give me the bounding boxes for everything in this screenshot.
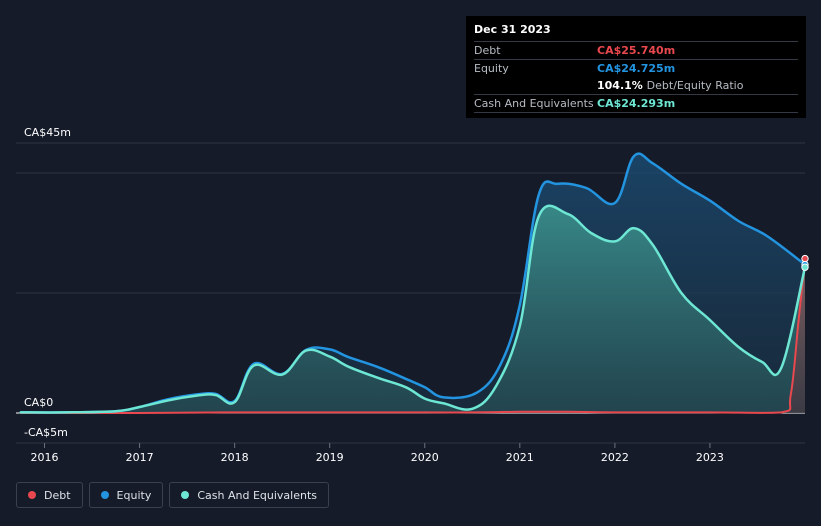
tooltip-row-debt: Debt CA$25.740m [474,42,798,60]
x-tick-label: 2019 [316,451,344,464]
tooltip-date: Dec 31 2023 [474,23,798,42]
x-tick-label: 2023 [696,451,724,464]
cash-end-marker [801,263,809,271]
tooltip-panel: Dec 31 2023 Debt CA$25.740m Equity CA$24… [466,16,806,118]
cash-area [20,205,806,413]
legend-label: Equity [116,488,152,502]
tooltip-cash-value: CA$24.293m [597,97,676,110]
end-markers [801,254,809,271]
debt-dot-icon [28,491,36,499]
legend: Debt Equity Cash And Equivalents [16,482,329,508]
y-tick-label: -CA$5m [24,426,68,439]
debt-end-marker [801,254,809,263]
tooltip-label [474,77,597,94]
tooltip-ratio-value: 104.1% Debt/Equity Ratio [597,77,743,94]
x-tick-label: 2017 [126,451,154,464]
x-tick-label: 2018 [221,451,249,464]
tooltip-row-equity: Equity CA$24.725m [474,60,798,77]
ratio-number: 104.1% [597,79,643,92]
tooltip-label: Equity [474,62,509,75]
x-tick-label: 2022 [601,451,629,464]
debt-line [19,257,806,415]
legend-item-cash[interactable]: Cash And Equivalents [169,482,329,508]
legend-label: Debt [44,488,71,502]
legend-item-equity[interactable]: Equity [88,482,164,508]
cash-line [19,204,807,414]
y-axis-labels: CA$45m CA$0 -CA$5m [24,126,71,439]
area-fills [20,153,806,414]
x-axis-labels: 2016 2017 2018 2019 2020 2021 2022 2023 [31,443,724,464]
ratio-caption: Debt/Equity Ratio [646,79,744,92]
x-tick-label: 2021 [506,451,534,464]
y-tick-label: CA$0 [24,396,53,409]
tooltip-equity-value: CA$24.725m [597,62,676,75]
equity-dot-icon [100,491,109,499]
tooltip-label: Debt [474,44,501,57]
legend-item-debt[interactable]: Debt [16,482,83,508]
cash-dot-icon [181,491,190,499]
tooltip-row-cash: Cash And Equivalents CA$24.293m [474,95,798,113]
tooltip-label: Cash And Equivalents [474,97,594,110]
legend-label: Cash And Equivalents [197,488,317,502]
tooltip-debt-value: CA$25.740m [597,44,676,57]
x-tick-label: 2020 [411,451,439,464]
x-tick-label: 2016 [31,451,59,464]
tooltip-row-ratio: 104.1% Debt/Equity Ratio [474,77,798,95]
series-lines [19,152,807,415]
y-tick-label: CA$45m [24,126,71,139]
